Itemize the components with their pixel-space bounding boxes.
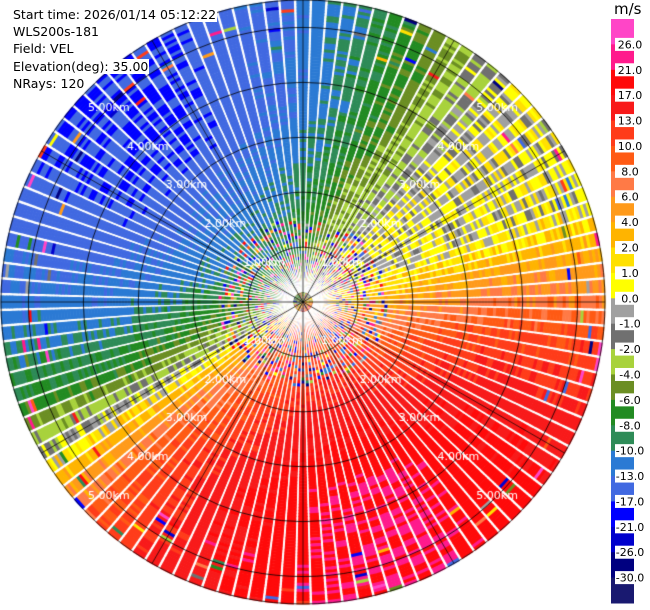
colorbar-tick-label: -17.0: [616, 495, 644, 508]
colorbar-tick-bg: [615, 571, 645, 585]
colorbar-tick-bg: [615, 469, 645, 483]
colorbar-tick-label: -4.0: [619, 368, 640, 381]
colorbar-tick-bg: [615, 317, 645, 331]
colorbar-tick-label: 4.0: [621, 216, 639, 229]
station-label: WLS200s-181: [12, 24, 100, 40]
colorbar-tick-bg: [615, 215, 645, 229]
colorbar-tick-bg: [615, 393, 645, 407]
colorbar-tick-label: 0.0: [621, 292, 639, 305]
colorbar-tick-label: 17.0: [618, 89, 643, 102]
colorbar-tick-bg: [615, 494, 645, 508]
colorbar-tick-bg: [615, 241, 645, 255]
elevation-label: Elevation(deg): 35.00: [12, 58, 150, 74]
colorbar-tick-label: -30.0: [616, 572, 644, 585]
colorbar-tick-label: -6.0: [619, 394, 640, 407]
colorbar-tick-label: -2.0: [619, 343, 640, 356]
colorbar-tick-label: -1.0: [619, 318, 640, 331]
colorbar-tick-label: 6.0: [621, 191, 639, 204]
colorbar-tick-bg: [615, 520, 645, 534]
colorbar-tick-bg: [615, 367, 645, 381]
start-time-label: Start time: 2026/01/14 05:12:22: [12, 7, 218, 22]
colorbar-tick-label: 21.0: [618, 64, 643, 77]
colorbar-tick-label: -10.0: [616, 445, 644, 458]
colorbar-tick-bg: [615, 190, 645, 204]
colorbar-tick-label: 13.0: [618, 115, 643, 128]
colorbar-tick-label: 2.0: [621, 242, 639, 255]
nrays-label: NRays: 120: [12, 75, 86, 91]
info-panel: Start time: 2026/01/14 05:12:22 WLS200s-…: [12, 6, 218, 92]
colorbar-tick-bg: [615, 444, 645, 458]
colorbar-tick-label: 8.0: [621, 165, 639, 178]
colorbar-tick-label: -13.0: [616, 470, 644, 483]
colorbar-tick-bg: [615, 114, 645, 128]
colorbar-tick-bg: [615, 164, 645, 178]
field-label: Field: VEL: [12, 41, 75, 57]
colorbar-tick-label: -21.0: [616, 521, 644, 534]
colorbar-tick-bg: [615, 418, 645, 432]
colorbar-tick-bg: [615, 545, 645, 559]
colorbar-tick-label: -26.0: [616, 546, 644, 559]
colorbar-tick-bg: [615, 139, 645, 153]
colorbar-tick-bg: [615, 88, 645, 102]
colorbar-tick-label: -8.0: [619, 419, 640, 432]
colorbar-tick-label: 26.0: [618, 38, 643, 51]
colorbar-tick-bg: [615, 291, 645, 305]
colorbar-tick-bg: [615, 37, 645, 51]
colorbar-tick-label: 10.0: [618, 140, 643, 153]
colorbar-tick-label: 1.0: [621, 267, 639, 280]
colorbar-tick-bg: [615, 63, 645, 77]
colorbar-tick-bg: [615, 342, 645, 356]
colorbar-tick-bg: [615, 266, 645, 280]
colorbar-unit: m/s: [614, 0, 642, 18]
